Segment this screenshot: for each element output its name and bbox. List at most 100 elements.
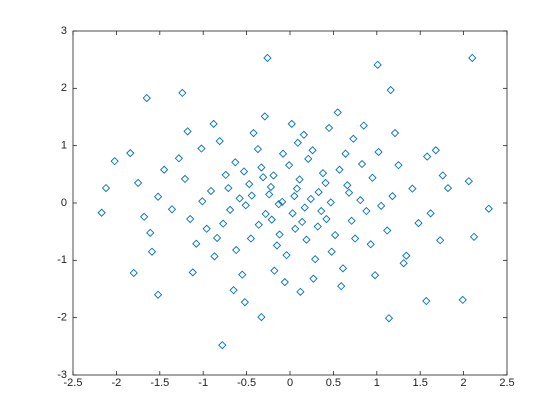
point (272, 241, 282, 250)
point (239, 167, 249, 176)
point (133, 178, 143, 188)
point (110, 157, 119, 166)
point (198, 197, 207, 206)
point (306, 194, 315, 204)
point (257, 163, 266, 172)
x-tick-label: 0 (287, 377, 293, 389)
point (192, 239, 201, 248)
x-tick-label: -0.5 (237, 377, 256, 389)
point (97, 208, 106, 217)
point (311, 255, 320, 264)
point (350, 234, 360, 243)
point (357, 159, 367, 169)
point (241, 201, 250, 210)
point (254, 220, 263, 229)
point (249, 128, 258, 138)
point (218, 341, 227, 350)
x-tick-label: -2.5 (64, 377, 83, 389)
point (309, 274, 318, 283)
point (468, 53, 477, 63)
point (324, 123, 334, 133)
point (224, 183, 233, 193)
point (302, 235, 311, 244)
point (153, 290, 163, 299)
point (209, 119, 218, 129)
point (288, 209, 297, 218)
point (314, 187, 323, 197)
point (174, 154, 184, 163)
point (326, 198, 335, 207)
y-tick-label: 1 (61, 140, 67, 152)
point (126, 148, 135, 158)
point (257, 312, 266, 322)
point (388, 191, 397, 201)
point (484, 204, 493, 213)
point (206, 186, 216, 196)
x-tick-label: -1 (198, 377, 208, 389)
point (219, 219, 228, 228)
point (231, 158, 240, 167)
point (356, 195, 365, 205)
point (178, 88, 187, 98)
point (322, 214, 331, 224)
point (317, 206, 326, 216)
point (202, 224, 211, 233)
x-tick-label: -2 (112, 377, 122, 389)
point (129, 268, 138, 278)
point (225, 205, 235, 215)
point (373, 60, 382, 69)
point (258, 173, 268, 182)
point (140, 212, 149, 221)
point (238, 270, 247, 279)
point (359, 121, 368, 130)
point (362, 206, 371, 216)
point (347, 216, 356, 225)
point (290, 191, 299, 201)
point (235, 194, 244, 203)
point (299, 130, 309, 139)
x-tick-label: 2 (461, 377, 467, 389)
point (390, 128, 400, 138)
point (215, 136, 224, 146)
point (210, 252, 219, 261)
point (443, 183, 453, 193)
point (212, 233, 222, 243)
point (341, 149, 350, 158)
point (293, 138, 302, 147)
point (313, 222, 322, 231)
point (247, 191, 256, 200)
point (327, 247, 336, 256)
point (335, 165, 344, 174)
point (253, 144, 263, 154)
point (343, 181, 352, 190)
point (394, 161, 403, 170)
point (431, 146, 440, 155)
point (438, 171, 447, 180)
point (414, 218, 423, 228)
point (422, 296, 431, 306)
point (263, 53, 272, 63)
point (338, 264, 348, 273)
x-tick-label: 1.5 (413, 377, 428, 389)
point (261, 209, 270, 219)
point (265, 190, 274, 199)
point (300, 203, 309, 212)
point (330, 230, 340, 240)
point (368, 173, 377, 182)
point (426, 209, 435, 218)
x-tick-label: 1 (374, 377, 380, 389)
point (188, 268, 197, 277)
point (240, 298, 250, 307)
point (321, 178, 330, 188)
point (402, 251, 411, 260)
point (374, 147, 383, 157)
point (282, 251, 291, 260)
point (458, 295, 467, 305)
point (408, 184, 417, 193)
y-tick-label: 2 (61, 82, 67, 94)
point (337, 281, 346, 291)
point (186, 214, 195, 224)
point (469, 232, 479, 241)
point (384, 314, 394, 323)
point (153, 192, 163, 201)
